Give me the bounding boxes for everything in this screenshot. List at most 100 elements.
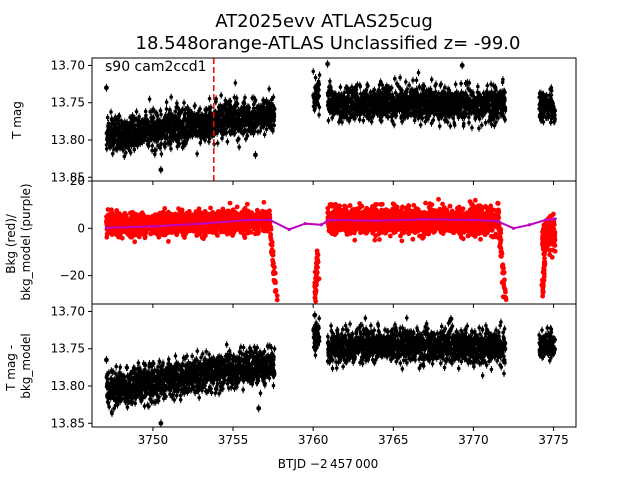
data-point xyxy=(271,95,276,99)
data-point xyxy=(109,110,113,114)
data-point xyxy=(198,141,203,145)
data-point xyxy=(159,152,164,156)
data-point xyxy=(411,78,415,83)
data-point xyxy=(434,82,438,86)
data-point xyxy=(151,115,156,120)
data-point xyxy=(147,97,152,101)
data-point xyxy=(122,154,127,159)
data-point xyxy=(453,82,458,87)
data-point xyxy=(451,116,456,120)
data-point xyxy=(261,124,266,129)
data-point xyxy=(233,81,238,85)
data-point xyxy=(182,101,186,105)
data-point xyxy=(144,117,149,122)
data-point xyxy=(389,86,394,90)
data-point xyxy=(393,76,397,81)
data-point xyxy=(164,100,169,104)
data-point xyxy=(242,101,247,106)
data-point xyxy=(164,107,169,111)
data-point xyxy=(317,88,321,92)
data-point xyxy=(437,124,442,129)
data-point xyxy=(228,99,233,104)
data-point xyxy=(311,69,316,74)
data-point xyxy=(151,107,155,112)
data-point xyxy=(104,146,109,151)
data-point xyxy=(313,106,317,111)
data-point xyxy=(429,77,434,82)
data-point xyxy=(198,107,202,111)
data-point xyxy=(380,83,385,87)
data-point xyxy=(416,70,421,75)
data-point xyxy=(392,122,396,127)
data-point xyxy=(405,87,409,92)
data-point xyxy=(124,151,128,155)
data-point xyxy=(168,108,172,112)
data-point xyxy=(272,114,277,119)
data-point xyxy=(110,151,115,156)
data-point xyxy=(317,73,322,77)
data-point xyxy=(317,94,321,98)
data-point xyxy=(357,117,362,122)
data-point xyxy=(175,144,180,149)
data-point xyxy=(159,142,164,146)
data-point xyxy=(436,91,441,96)
data-point xyxy=(418,123,423,127)
data-point xyxy=(262,132,267,137)
data-point xyxy=(125,120,129,125)
data-point xyxy=(224,131,229,136)
data-point xyxy=(114,122,118,126)
data-point xyxy=(215,141,220,146)
data-point xyxy=(155,114,160,118)
data-point xyxy=(156,143,160,148)
data-point xyxy=(219,93,223,98)
data-point xyxy=(225,139,230,144)
data-point xyxy=(313,75,318,80)
data-point xyxy=(209,105,213,110)
data-point xyxy=(398,75,402,80)
data-point xyxy=(121,148,126,152)
data-point xyxy=(439,82,443,86)
data-point xyxy=(253,98,258,102)
data-point xyxy=(237,137,241,141)
data-point xyxy=(243,95,247,100)
data-point xyxy=(358,84,363,89)
data-point xyxy=(267,87,271,91)
data-point xyxy=(317,105,322,109)
data-point xyxy=(272,123,277,128)
data-point xyxy=(395,81,399,86)
data-point xyxy=(235,101,240,106)
data-point xyxy=(271,129,275,133)
data-point xyxy=(150,143,155,148)
data-point xyxy=(175,101,179,105)
data-point xyxy=(128,115,132,120)
data-point xyxy=(400,88,404,93)
data-point xyxy=(117,114,122,118)
data-point xyxy=(317,113,321,117)
data-point xyxy=(207,136,212,141)
data-point xyxy=(393,90,398,95)
data-point xyxy=(340,120,344,125)
data-point xyxy=(433,90,438,94)
chart-title-line2: 18.548orange-ATLAS Unclassified z= -99.0 xyxy=(136,33,521,54)
data-point xyxy=(234,96,239,100)
data-point xyxy=(134,109,139,114)
data-point xyxy=(245,134,250,138)
data-point xyxy=(366,84,370,88)
data-point xyxy=(154,148,158,152)
data-point xyxy=(146,144,151,148)
data-point xyxy=(328,79,332,84)
data-point xyxy=(361,118,366,123)
data-point xyxy=(448,124,453,128)
data-point xyxy=(183,111,187,116)
data-point xyxy=(169,95,173,99)
data-point xyxy=(431,118,436,122)
data-point xyxy=(195,151,199,156)
data-point xyxy=(272,107,277,111)
data-point xyxy=(214,96,218,101)
chart-title-line1: AT2025evv ATLAS25cug xyxy=(215,11,433,32)
data-point xyxy=(163,142,167,146)
data-point xyxy=(182,135,187,140)
data-point xyxy=(182,144,186,149)
